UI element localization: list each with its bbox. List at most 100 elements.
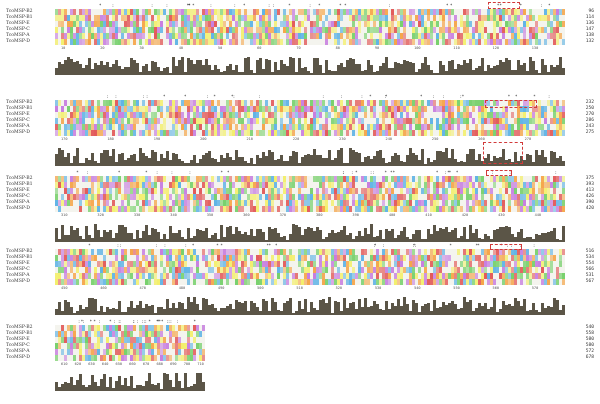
residue-cell (151, 27, 154, 33)
residue-cell (379, 27, 382, 33)
residue-cell (403, 106, 406, 112)
residue-cell (559, 176, 562, 182)
residue-cell (115, 15, 118, 21)
residue-cell (169, 249, 172, 255)
residue-cell (505, 9, 508, 15)
residue-cell (61, 21, 64, 27)
residue-cell (106, 182, 109, 188)
residue-cell (529, 118, 532, 124)
conservation-bar (133, 239, 136, 242)
residue-cell (67, 118, 70, 124)
residue-cell (220, 9, 223, 15)
residue-cell (556, 118, 559, 124)
conservation-bar (163, 309, 166, 315)
residue-cell (325, 200, 328, 206)
conservation-marker: : (519, 243, 522, 248)
residue-cell (160, 349, 163, 355)
residue-cell (535, 39, 538, 45)
residue-cell (376, 118, 379, 124)
residue-cell (94, 349, 97, 355)
residue-cell (499, 249, 502, 255)
residue-cell (265, 200, 268, 206)
conservation-bar (235, 65, 238, 75)
conservation-bar (457, 238, 460, 242)
conservation-bar (376, 304, 379, 315)
conservation-marker: * (274, 243, 278, 248)
residue-cell (226, 112, 229, 118)
residue-cell (523, 267, 526, 273)
residue-cell (172, 267, 175, 273)
residue-cell (457, 112, 460, 118)
residue-cell (55, 182, 58, 188)
conservation-bar (115, 381, 118, 391)
residue-cell (337, 206, 340, 212)
conservation-bar (241, 157, 244, 166)
residue-cell (352, 273, 355, 279)
residue-cell (187, 21, 190, 27)
conservation-bar (214, 308, 217, 315)
residue-cell (334, 39, 337, 45)
residue-cell (454, 182, 457, 188)
residue-cell (151, 15, 154, 21)
residue-cell (508, 249, 511, 255)
residue-cell (385, 255, 388, 261)
conservation-bar (112, 149, 115, 166)
residue-cell (481, 267, 484, 273)
residue-cell (301, 200, 304, 206)
residue-cell (106, 124, 109, 130)
residue-cell (310, 279, 313, 285)
residue-cell (181, 200, 184, 206)
residue-cell (208, 106, 211, 112)
residue-cell (235, 255, 238, 261)
conservation-marker: * (192, 3, 195, 8)
conservation-bar (367, 307, 370, 315)
residue-cell (55, 124, 58, 130)
residue-cell (172, 21, 175, 27)
residue-cell (55, 130, 58, 136)
residue-cell (475, 39, 478, 45)
residue-cell (145, 176, 148, 182)
residue-cell (256, 255, 259, 261)
residue-cell (451, 9, 454, 15)
residue-cell (328, 176, 331, 182)
conservation-bar (181, 388, 184, 391)
conservation-bar (211, 304, 214, 315)
residue-cell (319, 33, 322, 39)
residue-cell (397, 39, 400, 45)
residue-cell (217, 249, 220, 255)
conservation-marker: : (322, 94, 325, 99)
residue-cell (178, 343, 181, 349)
residue-cell (388, 112, 391, 118)
conservation-bar (478, 66, 481, 75)
residue-cell (559, 118, 562, 124)
residue-cell (535, 273, 538, 279)
residue-cell (340, 182, 343, 188)
conservation-bar (346, 308, 349, 315)
residue-cell (433, 9, 436, 15)
conservation-bar (391, 229, 394, 242)
residue-cell (433, 255, 436, 261)
residue-cell (478, 100, 481, 106)
conservation-bar (493, 298, 496, 315)
residue-cell (319, 194, 322, 200)
residue-cell (94, 255, 97, 261)
residue-cell (367, 100, 370, 106)
conservation-marker: * (188, 3, 191, 8)
residue-cell (553, 106, 556, 112)
residue-cell (514, 182, 517, 188)
residue-cell (337, 273, 340, 279)
residue-cell (121, 39, 124, 45)
residue-cell (457, 39, 460, 45)
residue-cell (442, 194, 445, 200)
conservation-bar (379, 309, 382, 315)
residue-cell (166, 206, 169, 212)
residue-cell (67, 200, 70, 206)
residue-cell (463, 39, 466, 45)
conservation-bar (385, 163, 388, 166)
residue-cell (532, 194, 535, 200)
residue-cell (313, 194, 316, 200)
residue-cell (502, 27, 505, 33)
residue-cell (106, 100, 109, 106)
residue-cell (403, 118, 406, 124)
residue-cell (199, 194, 202, 200)
